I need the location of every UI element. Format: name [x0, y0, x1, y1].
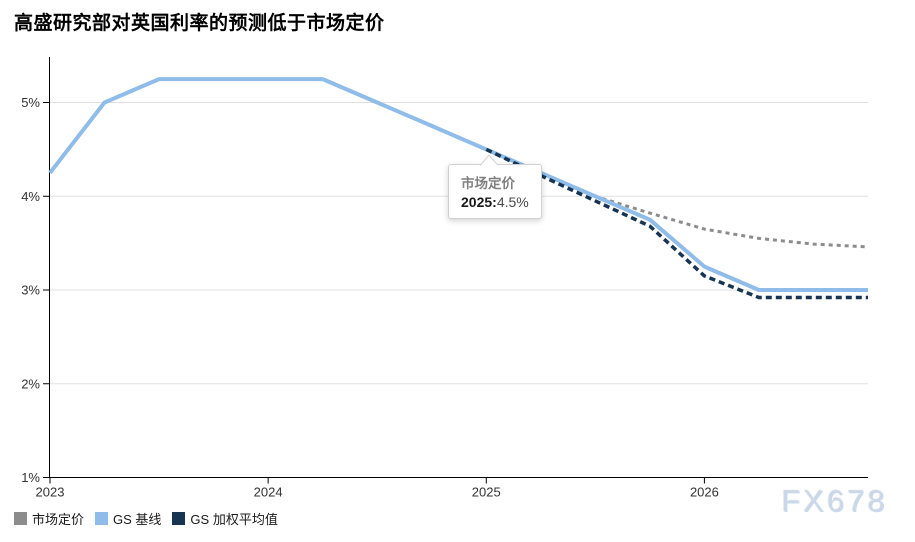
- x-tick-label: 2025: [472, 485, 501, 500]
- series-gs-weighted-average[interactable]: [485, 147, 868, 300]
- y-axis-ticks: 1% 2% 3% 4% 5%: [21, 95, 50, 485]
- legend-label-gs-baseline: GS 基线: [113, 512, 162, 527]
- legend-swatch-gs-baseline-icon: [95, 512, 109, 525]
- legend-swatch-market-pricing-icon: [14, 512, 27, 525]
- tooltip-series-name: 市场定价: [461, 176, 515, 191]
- x-axis-ticks: 2023 2024 2025 2026: [36, 477, 719, 500]
- axes: [49, 57, 868, 478]
- chart-tooltip: 市场定价 2025:4.5%: [448, 153, 542, 219]
- legend-swatch-gs-weighted-average-icon: [172, 512, 186, 525]
- x-tick-label: 2023: [36, 485, 65, 500]
- legend-item-market-pricing[interactable]: 市场定价: [14, 509, 84, 528]
- y-tick-label: 3%: [21, 283, 40, 298]
- x-tick-label: 2026: [690, 485, 719, 500]
- legend-label-gs-weighted-average: GS 加权平均值: [190, 512, 278, 527]
- y-tick-label: 1%: [21, 470, 40, 485]
- legend-item-gs-baseline[interactable]: GS 基线: [95, 509, 161, 528]
- legend-item-gs-weighted-average[interactable]: GS 加权平均值: [172, 509, 278, 528]
- chart-legend: 市场定价 GS 基线 GS 加权平均值: [14, 509, 278, 528]
- series-gs-baseline[interactable]: [48, 77, 868, 292]
- tooltip-value: 4.5%: [496, 194, 529, 210]
- chart-title: 高盛研究部对英国利率的预测低于市场定价: [14, 13, 385, 34]
- y-tick-label: 2%: [21, 376, 40, 391]
- gridlines: [50, 102, 868, 385]
- fx678-watermark: FX678: [782, 484, 889, 519]
- y-tick-label: 5%: [21, 95, 40, 110]
- tooltip-value-line: 2025:4.5%: [461, 194, 529, 210]
- legend-label-market-pricing: 市场定价: [32, 512, 85, 527]
- series-lines: [48, 77, 869, 300]
- y-tick-label: 4%: [21, 189, 40, 204]
- x-tick-label: 2024: [254, 485, 283, 500]
- series-market-pricing[interactable]: [48, 77, 869, 249]
- tooltip-year-label: 2025:: [461, 194, 497, 210]
